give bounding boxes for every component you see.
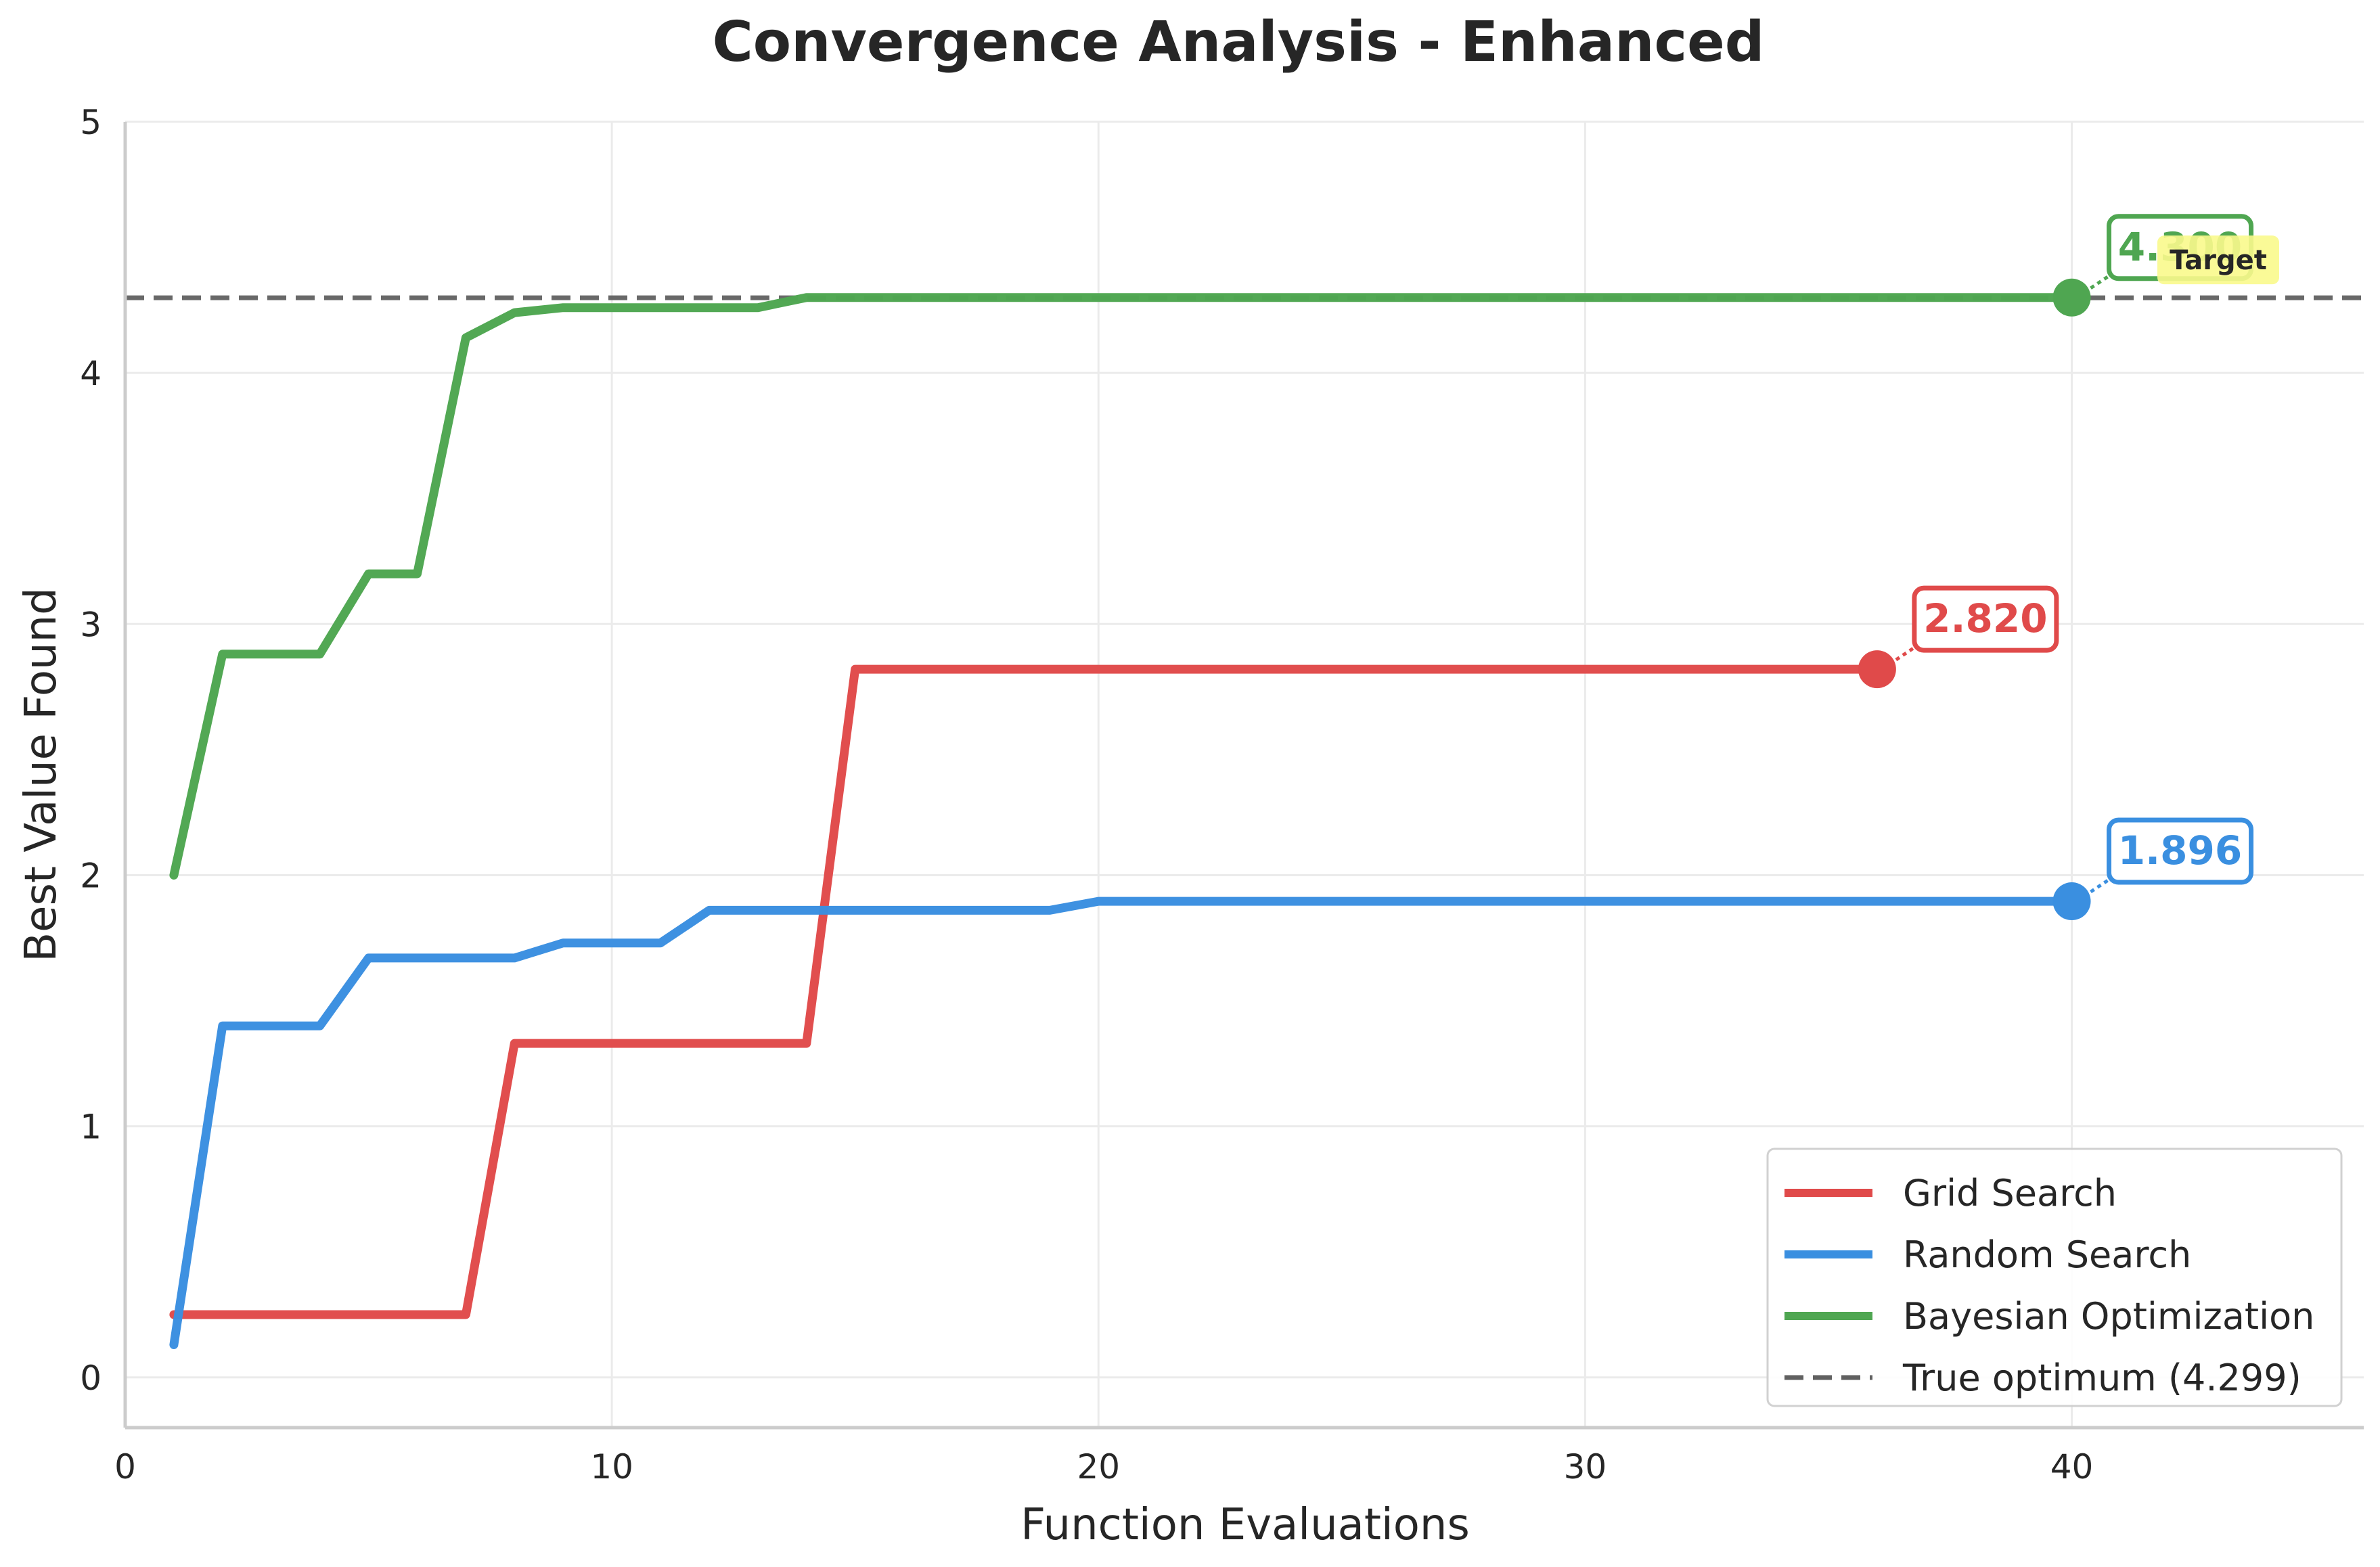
y-axis-label: Best Value Found	[16, 587, 66, 962]
x-axis-label: Function Evaluations	[1020, 1500, 1470, 1550]
end-label-box-grid-search	[1912, 585, 2059, 653]
legend-label: True optimum (4.299)	[1902, 1357, 2302, 1399]
end-marker-grid-search	[1858, 650, 1896, 689]
legend-label: Random Search	[1903, 1233, 2191, 1276]
y-tick-label: 2	[80, 856, 102, 895]
end-marker-bayesian-optimization	[2052, 278, 2091, 317]
x-tick-label: 10	[590, 1447, 633, 1486]
chart-title: Convergence Analysis - Enhanced	[713, 10, 1765, 74]
legend-label: Grid Search	[1903, 1172, 2117, 1214]
legend: Grid Search Random Search Bayesian Optimiz…	[1766, 1148, 2343, 1407]
end-marker-random-search	[2052, 882, 2091, 921]
y-tick-label: 1	[80, 1108, 102, 1147]
y-tick-label: 4	[80, 354, 102, 393]
end-label-random-search: 1.896	[2118, 827, 2242, 873]
target-label-box	[2157, 235, 2279, 285]
legend-box	[1766, 1148, 2343, 1407]
series-line-grid-search	[169, 664, 1882, 1319]
x-tick-label: 20	[1077, 1447, 1120, 1486]
series-line-bayesian-optimization	[169, 293, 2076, 880]
series-line-random-search	[169, 896, 2076, 1349]
x-tick-label: 30	[1564, 1447, 1607, 1486]
end-label-box-random-search	[2107, 817, 2254, 885]
series-layer	[169, 293, 2076, 1349]
y-tick-label: 5	[80, 103, 102, 142]
end-label-grid-search: 2.820	[1923, 595, 2047, 641]
target-label: Target	[2170, 245, 2267, 276]
grid	[124, 120, 2364, 1428]
axes: 0 10 20 30 40 0 1 2 3 4 5	[80, 103, 2364, 1486]
y-tick-label: 3	[80, 605, 102, 644]
x-tick-label: 40	[2050, 1447, 2094, 1486]
legend-label: Bayesian Optimization	[1903, 1295, 2314, 1338]
x-tick-label: 0	[114, 1447, 136, 1486]
y-tick-label: 0	[80, 1359, 102, 1398]
